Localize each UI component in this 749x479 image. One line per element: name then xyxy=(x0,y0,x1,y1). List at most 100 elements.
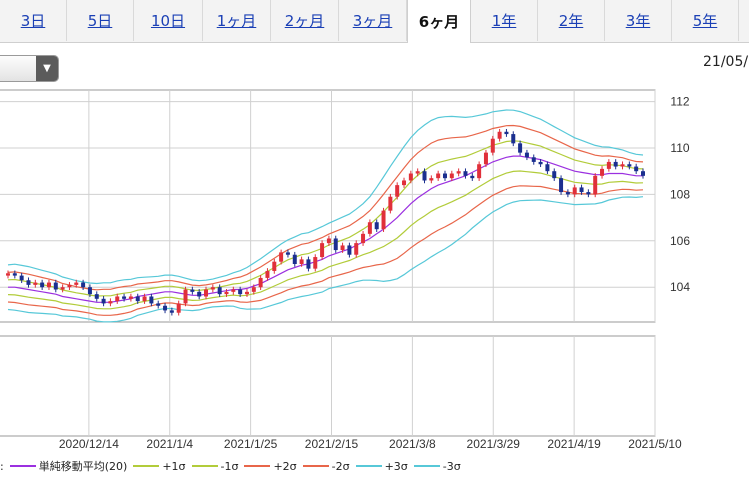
legend-label: -2σ xyxy=(331,459,350,473)
y-tick-label: 104 xyxy=(670,280,690,294)
candle-body xyxy=(374,222,379,230)
current-date: 21/05/ xyxy=(703,54,749,70)
candle-body xyxy=(559,178,564,193)
y-tick-label: 106 xyxy=(670,234,690,248)
tab-8[interactable]: 2年 xyxy=(538,0,605,41)
legend-swatch xyxy=(133,465,160,467)
candle-body xyxy=(142,296,147,302)
indicator-dropdown[interactable]: ▼ xyxy=(0,55,59,82)
candle-body xyxy=(108,301,113,304)
candle-body xyxy=(600,168,605,176)
candle-body xyxy=(627,164,632,167)
candle-body xyxy=(347,245,352,255)
candle-body xyxy=(67,284,72,288)
candle-body xyxy=(367,222,372,234)
band-plus-1sigma xyxy=(7,140,644,297)
candle-body xyxy=(94,294,99,299)
chevron-down-icon[interactable]: ▼ xyxy=(36,56,58,81)
candle-body xyxy=(81,282,86,288)
candle-body xyxy=(292,254,297,264)
candle-body xyxy=(333,238,338,251)
legend-item-3: +2σ xyxy=(244,458,297,474)
x-tick-label: 2021/3/8 xyxy=(389,437,436,451)
candle-body xyxy=(40,282,45,288)
candle-body xyxy=(238,289,243,295)
candle-body xyxy=(6,273,10,276)
candle-body xyxy=(470,175,475,179)
candle-body xyxy=(402,180,407,186)
candle-body xyxy=(60,287,65,290)
candle-body xyxy=(442,173,447,179)
candle-body xyxy=(354,243,359,255)
candle-body xyxy=(320,243,325,258)
legend-label: +1σ xyxy=(162,459,186,473)
y-tick-label: 112 xyxy=(670,95,689,109)
candle-body xyxy=(101,298,106,304)
candle-body xyxy=(545,164,550,172)
candle-body xyxy=(634,166,639,172)
band-minus-2sigma xyxy=(7,185,644,316)
candle-body xyxy=(586,192,591,195)
tab-4[interactable]: 2ヶ月 xyxy=(271,0,339,41)
legend-item-4: -2σ xyxy=(302,458,350,474)
tab-3[interactable]: 1ヶ月 xyxy=(203,0,271,41)
candle-body xyxy=(163,305,168,311)
tab-7[interactable]: 1年 xyxy=(471,0,538,41)
tab-0[interactable]: 3日 xyxy=(0,0,67,41)
candle-body xyxy=(524,152,529,158)
candle-body xyxy=(381,210,386,230)
x-tick-label: 2021/4/19 xyxy=(547,437,601,451)
legend-label: -3σ xyxy=(442,459,461,473)
candle-body xyxy=(518,143,523,153)
candle-body xyxy=(490,138,495,153)
candle-body xyxy=(265,270,270,278)
y-tick-label: 110 xyxy=(670,141,689,155)
candle-body xyxy=(395,185,400,197)
candle-body xyxy=(429,178,434,181)
candle-body xyxy=(183,289,188,304)
candle-body xyxy=(210,287,215,290)
y-tick-label: 108 xyxy=(670,187,690,201)
tab-1[interactable]: 5日 xyxy=(67,0,134,41)
candle-body xyxy=(477,164,482,179)
band-minus-3sigma xyxy=(7,196,644,323)
legend-item-6: -3σ xyxy=(413,458,461,474)
candle-body xyxy=(463,171,468,176)
candle-body xyxy=(244,291,249,295)
band-plus-2sigma xyxy=(7,124,644,291)
candle-body xyxy=(388,196,393,211)
candle-body xyxy=(115,296,120,302)
legend-item-0: 単純移動平均(20) xyxy=(9,458,128,474)
sub-panel-frame xyxy=(0,335,656,437)
candle-body xyxy=(74,282,79,285)
moving-average-line xyxy=(8,155,643,303)
candle-body xyxy=(361,233,366,244)
tab-2[interactable]: 10日 xyxy=(134,0,203,41)
candle-body xyxy=(326,238,331,244)
tab-6[interactable]: 6ヶ月 xyxy=(407,0,471,43)
candle-body xyxy=(231,289,236,292)
candle-body xyxy=(26,280,31,285)
legend-label: 単純移動平均(20) xyxy=(38,460,128,473)
candle-body xyxy=(217,287,222,295)
candle-body xyxy=(128,296,133,299)
candle-body xyxy=(456,171,461,174)
candle-body xyxy=(552,171,557,179)
candle-body xyxy=(122,296,127,299)
tab-9[interactable]: 3年 xyxy=(605,0,672,41)
candle-body xyxy=(483,152,488,165)
candle-body xyxy=(169,310,174,313)
legend: : 単純移動平均(20) +1σ -1σ +2σ -2σ +3σ -3σ xyxy=(0,455,467,477)
candle-body xyxy=(53,282,58,290)
candle-body xyxy=(33,282,38,285)
legend-swatch xyxy=(244,465,271,467)
x-tick-label: 2020/12/14 xyxy=(59,437,119,451)
tab-5[interactable]: 3ヶ月 xyxy=(339,0,407,41)
candle-body xyxy=(579,187,584,193)
candle-body xyxy=(176,303,181,313)
legend-swatch xyxy=(302,465,329,467)
candle-body xyxy=(299,259,304,264)
tab-10[interactable]: 5年 xyxy=(672,0,739,41)
candle-body xyxy=(436,173,441,179)
